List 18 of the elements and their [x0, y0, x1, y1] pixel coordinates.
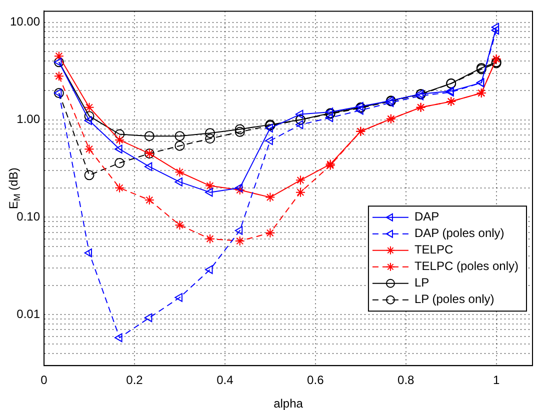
y-tick-label: 10.00: [10, 14, 40, 29]
legend-label: DAP (poles only): [414, 226, 504, 240]
y-tick-label: 0.01: [16, 306, 40, 321]
x-tick-label: 0.6: [307, 373, 324, 388]
x-tick-label: 0.8: [398, 373, 415, 388]
y-axis-title: EM (dB): [6, 168, 22, 210]
x-tick-label: 0.4: [216, 373, 234, 388]
x-axis-title: alpha: [274, 396, 304, 410]
x-tick-label: 0.2: [126, 373, 144, 388]
x-tick-label: 0: [40, 373, 48, 388]
y-tick-label: 1.00: [16, 112, 40, 126]
legend-label: LP (poles only): [414, 292, 494, 306]
legend-label: DAP: [414, 210, 440, 224]
x-tick-label: 1: [492, 373, 500, 388]
legend-label: TELPC: [414, 242, 454, 257]
y-tick-label: 0.10: [16, 210, 40, 224]
legend-label: LP: [414, 276, 430, 290]
legend-label: TELPC (poles only): [414, 259, 519, 274]
